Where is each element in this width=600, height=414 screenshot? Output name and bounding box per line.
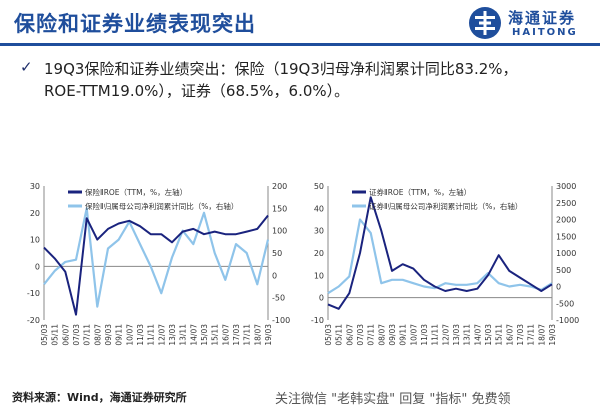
x-tick-label: 07/11	[83, 324, 92, 346]
x-tick-label: 19/03	[548, 324, 557, 346]
x-tick-label: 16/07	[505, 324, 514, 346]
page-title: 保险和证券业绩表现突出	[14, 12, 256, 36]
series-line-roe	[43, 214, 269, 316]
x-tick-label: 13/03	[168, 324, 177, 346]
x-tick-label: 11/03	[420, 324, 429, 346]
series-line-profit-growth	[43, 207, 270, 308]
left-tick-label: 10	[314, 271, 324, 280]
x-tick-label: 09/03	[104, 324, 113, 346]
x-tick-label: 08/07	[377, 324, 386, 346]
chart-securities-svg: 50 40 30 20 10 0 -10 3000 2500 2000 1500 1000 500 0 -5…	[311, 182, 579, 346]
left-tick-label: 50	[314, 182, 324, 191]
right-tick-label: 200	[272, 182, 287, 191]
x-tick-label: 11/03	[136, 324, 145, 346]
summary-line-2: ROE-TTM19.0%），证券（68.5%，6.0%）。	[44, 82, 350, 100]
left-tick-label: 0	[319, 294, 324, 303]
x-tick-label: 05/11	[51, 324, 60, 346]
x-tick-label: 10/07	[125, 324, 134, 346]
x-tick-label: 07/03	[72, 324, 81, 346]
x-tick-label: 06/07	[345, 324, 354, 346]
left-tick-label: -10	[311, 316, 324, 325]
company-logo: 海通证券 HAITONG	[466, 4, 590, 42]
left-tick-label: -10	[27, 289, 40, 298]
legend-entry: 保险ⅡROE（TTM，%，左轴）	[85, 187, 187, 197]
legend-entry: 保险Ⅱ归属母公司净利润累计同比（%，右轴）	[85, 201, 238, 211]
x-tick-label: 08/07	[93, 324, 102, 346]
x-tick-label: 16/07	[221, 324, 230, 346]
left-tick-label: 10	[30, 236, 40, 245]
chart-securities: 50 40 30 20 10 0 -10 3000 2500 2000 1500 1000 500 0 -5…	[302, 180, 582, 360]
left-tick-label: -20	[27, 316, 40, 325]
right-tick-label: 100	[272, 227, 287, 236]
right-tick-label: 1500	[556, 232, 576, 241]
x-tick-label: 15/03	[484, 324, 493, 346]
source-note: 资料来源：Wind，海通证券研究所	[12, 391, 187, 404]
x-tick-label: 14/07	[473, 324, 482, 346]
right-tick-label: 50	[272, 249, 282, 258]
logo-text-en: HAITONG	[512, 27, 578, 38]
haitong-logo-icon	[469, 7, 501, 39]
left-tick-label: 0	[35, 262, 40, 271]
right-tick-label: -1000	[556, 316, 579, 325]
right-tick-label: -100	[272, 316, 290, 325]
x-tick-label: 19/03	[264, 324, 273, 346]
left-tick-label: 30	[30, 182, 40, 191]
chart-insurance: 30 20 10 0 -10 -20 200 150 100 50 0 -50 -100 05/03 05/…	[18, 180, 298, 360]
right-tick-label: 500	[556, 266, 571, 275]
series-line-profit-growth	[327, 218, 553, 295]
series-line-roe	[327, 196, 553, 310]
x-tick-label: 11/11	[431, 324, 440, 346]
x-tick-label: 10/07	[409, 324, 418, 346]
x-tick-label: 06/07	[61, 324, 70, 346]
right-tick-label: 150	[272, 204, 287, 213]
legend-entry: 证券ⅡROE（TTM，%，左轴）	[369, 187, 471, 197]
x-tick-label: 15/11	[211, 324, 220, 346]
x-tick-label: 05/03	[40, 324, 49, 346]
x-tick-label: 09/11	[115, 324, 124, 346]
x-tick-label: 14/07	[189, 324, 198, 346]
x-tick-label: 13/03	[452, 324, 461, 346]
x-tick-label: 17/03	[232, 324, 241, 346]
check-icon: ✓	[20, 58, 33, 76]
logo-text-cn: 海通证券	[508, 9, 577, 27]
left-tick-label: 20	[314, 249, 324, 258]
x-tick-label: 09/11	[399, 324, 408, 346]
left-tick-label: 40	[314, 204, 324, 213]
x-tick-label: 17/03	[516, 324, 525, 346]
x-tick-label: 11/11	[147, 324, 156, 346]
x-tick-label: 13/11	[179, 324, 188, 346]
right-tick-label: -50	[272, 294, 285, 303]
x-tick-label: 15/11	[495, 324, 504, 346]
x-tick-label: 09/03	[388, 324, 397, 346]
legend-entry: 证券Ⅱ归属母公司净利润累计同比（%，右轴）	[369, 201, 522, 211]
x-tick-label: 07/11	[367, 324, 376, 346]
x-tick-label: 07/03	[356, 324, 365, 346]
right-tick-label: -500	[556, 299, 574, 308]
right-tick-label: 0	[272, 271, 277, 280]
x-tick-label: 17/11	[243, 324, 252, 346]
x-tick-label: 05/11	[335, 324, 344, 346]
right-tick-label: 2500	[556, 199, 576, 208]
right-tick-label: 2000	[556, 216, 576, 225]
x-tick-label: 13/11	[463, 324, 472, 346]
left-tick-label: 20	[30, 209, 40, 218]
watermark-text: 关注微信 "老韩实盘" 回复 "指标" 免费领	[275, 392, 511, 407]
right-tick-label: 3000	[556, 182, 576, 191]
left-tick-label: 30	[314, 227, 324, 236]
x-tick-label: 18/07	[537, 324, 546, 346]
x-tick-label: 12/07	[441, 324, 450, 346]
x-tick-label: 15/03	[200, 324, 209, 346]
header-divider	[0, 43, 600, 46]
x-tick-label: 18/07	[253, 324, 262, 346]
x-tick-label: 12/07	[157, 324, 166, 346]
right-tick-label: 0	[556, 283, 561, 292]
summary-line-1: 19Q3保险和证券业绩突出：保险（19Q3归母净利润累计同比83.2%，	[44, 60, 518, 78]
x-tick-label: 05/03	[324, 324, 333, 346]
x-tick-label: 17/11	[527, 324, 536, 346]
right-tick-label: 1000	[556, 249, 576, 258]
